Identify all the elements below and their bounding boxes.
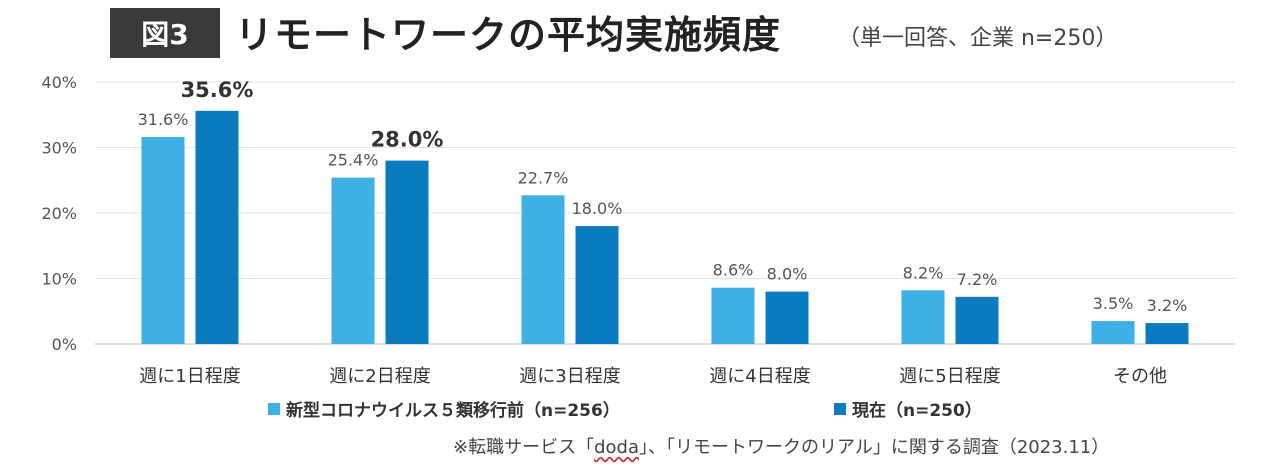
data-label: 28.0% bbox=[371, 128, 444, 152]
x-tick-label: 週に4日程度 bbox=[709, 366, 810, 387]
data-label: 31.6% bbox=[138, 110, 189, 129]
bar-before bbox=[521, 195, 565, 344]
bar-current bbox=[385, 160, 429, 344]
legend-swatch-before bbox=[268, 402, 280, 415]
y-tick-label: 20% bbox=[41, 204, 77, 223]
x-tick-label: 週に1日程度 bbox=[139, 366, 240, 387]
source-prefix: ※転職サービス「 bbox=[453, 437, 595, 458]
x-tick-label: その他 bbox=[1113, 366, 1167, 387]
data-label: 22.7% bbox=[518, 168, 569, 187]
bar-current bbox=[195, 110, 239, 344]
bar-before bbox=[901, 290, 945, 344]
bar-current bbox=[765, 291, 809, 344]
data-label: 25.4% bbox=[328, 151, 379, 170]
x-tick-label: 週に3日程度 bbox=[519, 366, 620, 387]
bar-current bbox=[1145, 323, 1189, 344]
bar-before bbox=[1091, 321, 1135, 344]
data-label: 8.2% bbox=[903, 263, 944, 282]
source-brand: doda bbox=[594, 437, 639, 458]
legend-label-before: 新型コロナウイルス５類移行前（n=256） bbox=[286, 401, 620, 421]
bar-before bbox=[331, 177, 375, 344]
data-label: 3.2% bbox=[1147, 296, 1188, 315]
legend: 新型コロナウイルス５類移行前（n=256） 現在（n=250） bbox=[0, 396, 1280, 426]
x-tick-label: 週に5日程度 bbox=[899, 366, 1000, 387]
y-tick-label: 30% bbox=[41, 139, 77, 158]
data-label: 8.0% bbox=[767, 265, 808, 284]
chart-subtitle: （単一回答、企業 n=250） bbox=[838, 26, 1118, 51]
header: 図3 リモートワークの平均実施頻度 （単一回答、企業 n=250） bbox=[0, 0, 1280, 70]
bar-before bbox=[141, 137, 185, 344]
data-label: 8.6% bbox=[713, 261, 754, 280]
source-suffix: 」、「リモートワークのリアル」に関する調査（2023.11） bbox=[639, 437, 1110, 458]
figure-badge: 図3 bbox=[110, 8, 220, 58]
y-tick-label: 40% bbox=[41, 73, 77, 92]
data-label: 35.6% bbox=[181, 78, 254, 102]
bar-chart: 0% 10% 20% 30% 40% 31.6% 35.6% 週に1日程度 25.4%28.0%… bbox=[41, 73, 1235, 387]
chart-title: リモートワークの平均実施頻度 bbox=[235, 13, 782, 57]
data-label: 7.2% bbox=[957, 270, 998, 289]
legend-item-before: 新型コロナウイルス５類移行前（n=256） bbox=[268, 396, 620, 421]
bar-current bbox=[955, 296, 999, 344]
legend-item-current: 現在（n=250） bbox=[834, 396, 982, 421]
data-label: 18.0% bbox=[572, 199, 623, 218]
y-tick-label: 10% bbox=[41, 270, 77, 289]
bar-before bbox=[711, 287, 755, 344]
data-label: 3.5% bbox=[1093, 294, 1134, 313]
legend-label-current: 現在（n=250） bbox=[852, 401, 982, 421]
x-tick-label: 週に2日程度 bbox=[329, 366, 430, 387]
y-tick-label: 0% bbox=[52, 335, 77, 354]
legend-swatch-current bbox=[834, 402, 846, 415]
source-note: ※転職サービス「doda」、「リモートワークのリアル」に関する調査（2023.1… bbox=[453, 433, 1109, 459]
bar-current bbox=[575, 226, 619, 344]
